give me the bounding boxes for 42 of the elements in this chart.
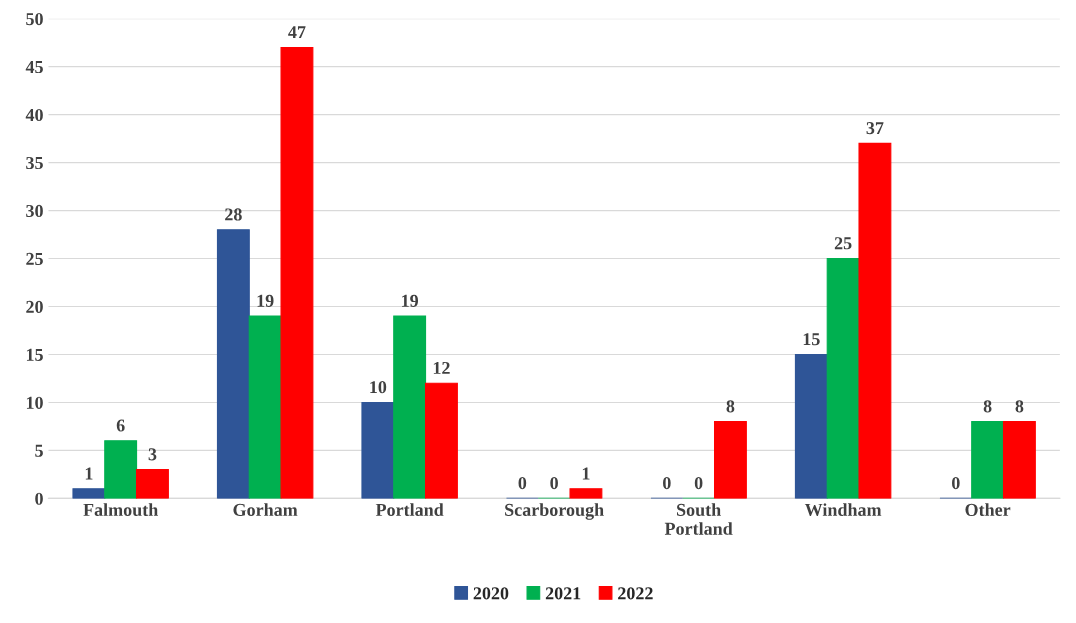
data-label: 19 bbox=[257, 294, 274, 307]
x-tick-label: Falmouth bbox=[83, 503, 159, 517]
data-label: 8 bbox=[726, 400, 735, 413]
legend-label: 2020 bbox=[473, 587, 509, 600]
y-tick-label: 20 bbox=[26, 300, 43, 313]
x-tick-label: South Portland bbox=[664, 503, 733, 535]
y-tick-label: 15 bbox=[26, 348, 43, 361]
data-label: 6 bbox=[116, 419, 125, 432]
y-tick-label: 40 bbox=[25, 108, 43, 122]
data-label: 1 bbox=[85, 467, 93, 480]
y-tick-label: 35 bbox=[26, 156, 43, 170]
data-label: 25 bbox=[834, 237, 852, 250]
x-tick-label: Scarborough bbox=[505, 503, 604, 520]
data-label: 10 bbox=[370, 381, 387, 394]
data-label: 8 bbox=[1015, 400, 1024, 413]
x-tick-label: Portland bbox=[375, 503, 444, 516]
data-label: 12 bbox=[433, 361, 450, 374]
x-tick-label: Gorham bbox=[233, 503, 298, 516]
y-tick-label: 30 bbox=[26, 204, 43, 218]
legend-label: 2022 bbox=[618, 587, 653, 600]
y-tick-label: 45 bbox=[25, 61, 43, 74]
data-label: 0 bbox=[952, 476, 960, 490]
data-label: 28 bbox=[225, 208, 242, 221]
y-tick-label: 10 bbox=[26, 396, 43, 409]
y-tick-label: 25 bbox=[26, 252, 43, 265]
data-label: 0 bbox=[663, 476, 671, 490]
data-label: 0 bbox=[550, 476, 558, 490]
data-label: 0 bbox=[694, 476, 703, 490]
y-tick-label: 0 bbox=[35, 492, 43, 505]
legend-label: 2021 bbox=[545, 587, 581, 600]
data-label: 0 bbox=[518, 476, 527, 490]
data-label: 1 bbox=[582, 467, 590, 480]
data-label: 3 bbox=[148, 448, 157, 461]
data-label: 37 bbox=[866, 122, 884, 135]
x-tick-label: Other bbox=[965, 503, 1011, 516]
y-tick-label: 5 bbox=[35, 444, 43, 457]
x-tick-label: Windham bbox=[804, 503, 882, 517]
y-tick-label: 50 bbox=[26, 12, 43, 26]
data-label: 47 bbox=[288, 26, 306, 39]
data-label: 19 bbox=[402, 294, 419, 307]
data-label: 8 bbox=[983, 400, 992, 413]
data-label: 15 bbox=[803, 333, 820, 346]
